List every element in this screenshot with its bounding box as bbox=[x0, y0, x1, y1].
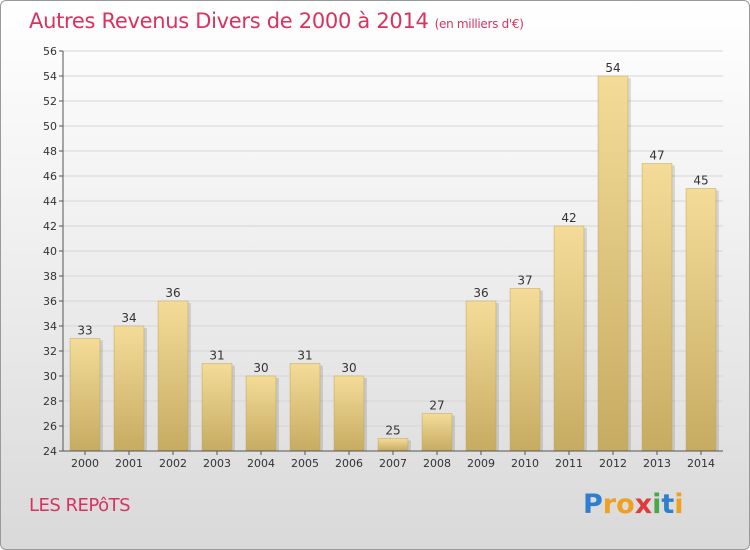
y-axis: 24 26 28 30 32 34 36 38 40 42 44 46 48 50 52 54 56 bbox=[43, 45, 64, 458]
y-tick-label: 26 bbox=[43, 420, 57, 433]
y-tick-label: 56 bbox=[43, 45, 57, 58]
value-label: 25 bbox=[385, 424, 400, 438]
value-label: 42 bbox=[561, 211, 576, 225]
x-tick-label: 2008 bbox=[423, 457, 451, 470]
x-tick-label: 2010 bbox=[511, 457, 539, 470]
logo-letter: i bbox=[652, 489, 662, 520]
y-tick-label: 32 bbox=[43, 345, 57, 358]
logo-letter: r bbox=[602, 489, 617, 520]
x-tick-label: 2007 bbox=[379, 457, 407, 470]
bar-2006 bbox=[333, 375, 365, 452]
logo-letter: P bbox=[583, 489, 603, 520]
x-tick-label: 2002 bbox=[159, 457, 187, 470]
bar-2010 bbox=[509, 288, 541, 452]
value-label: 31 bbox=[297, 349, 312, 363]
proxiti-logo[interactable]: Proxiti bbox=[583, 489, 684, 520]
value-label: 30 bbox=[341, 361, 356, 375]
y-tick-label: 30 bbox=[43, 370, 57, 383]
x-tick-label: 2005 bbox=[291, 457, 319, 470]
value-label: 36 bbox=[165, 286, 180, 300]
chart-title: Autres Revenus Divers de 2000 à 2014 (en … bbox=[29, 9, 524, 33]
value-label: 31 bbox=[209, 349, 224, 363]
bar-2008 bbox=[421, 413, 453, 452]
logo-letter: t bbox=[661, 489, 675, 520]
y-tick-label: 34 bbox=[43, 320, 57, 333]
y-tick-label: 38 bbox=[43, 270, 57, 283]
x-tick-label: 2001 bbox=[115, 457, 143, 470]
y-tick-label: 28 bbox=[43, 395, 57, 408]
bar-2000 bbox=[69, 338, 101, 452]
bar-2003 bbox=[201, 363, 233, 452]
value-label: 47 bbox=[649, 149, 664, 163]
x-tick-label: 2004 bbox=[247, 457, 275, 470]
bar-2001 bbox=[113, 325, 145, 452]
x-tick-label: 2009 bbox=[467, 457, 495, 470]
x-tick-label: 2013 bbox=[643, 457, 671, 470]
title-text: Autres Revenus Divers de 2000 à 2014 bbox=[29, 9, 429, 33]
y-tick-label: 48 bbox=[43, 145, 57, 158]
bar-2004 bbox=[245, 375, 277, 452]
bar-2012 bbox=[597, 75, 629, 452]
bar-2002 bbox=[157, 300, 189, 452]
value-label: 36 bbox=[473, 286, 488, 300]
logo-letter: o bbox=[616, 489, 635, 520]
y-tick-label: 24 bbox=[43, 445, 57, 458]
logo-letter: x bbox=[634, 489, 653, 520]
chart-subtitle: (en milliers d'€) bbox=[434, 17, 524, 31]
y-tick-label: 42 bbox=[43, 220, 57, 233]
y-tick-label: 44 bbox=[43, 195, 57, 208]
x-tick-label: 2014 bbox=[687, 457, 715, 470]
bar-2005 bbox=[289, 363, 321, 452]
value-label: 45 bbox=[693, 174, 708, 188]
value-label: 37 bbox=[517, 274, 532, 288]
value-label: 34 bbox=[121, 311, 136, 325]
y-tick-label: 40 bbox=[43, 245, 57, 258]
bar-2014 bbox=[685, 188, 717, 452]
value-label: 33 bbox=[77, 324, 92, 338]
x-axis: 2000 2001 2002 2003 2004 2005 2006 2007 2008 2009… bbox=[63, 450, 723, 470]
bar-2011 bbox=[553, 225, 585, 452]
y-tick-label: 36 bbox=[43, 295, 57, 308]
y-tick-label: 46 bbox=[43, 170, 57, 183]
bar-2013 bbox=[641, 163, 673, 452]
logo-letter: i bbox=[674, 489, 684, 520]
x-tick-label: 2003 bbox=[203, 457, 231, 470]
bar-2007 bbox=[377, 438, 409, 452]
value-label: 27 bbox=[429, 399, 444, 413]
bar-2009 bbox=[465, 300, 497, 452]
commune-name: LES REPôTS bbox=[29, 495, 131, 516]
x-tick-label: 2000 bbox=[71, 457, 99, 470]
y-tick-label: 54 bbox=[43, 70, 57, 83]
y-tick-label: 50 bbox=[43, 120, 57, 133]
x-tick-label: 2012 bbox=[599, 457, 627, 470]
value-label: 30 bbox=[253, 361, 268, 375]
y-tick-label: 52 bbox=[43, 95, 57, 108]
x-tick-label: 2006 bbox=[335, 457, 363, 470]
bars: 33 34 36 31 30 31 30 25 27 36 37 42 54 47 45 bbox=[69, 61, 719, 452]
value-label: 54 bbox=[605, 61, 620, 75]
x-tick-label: 2011 bbox=[555, 457, 583, 470]
